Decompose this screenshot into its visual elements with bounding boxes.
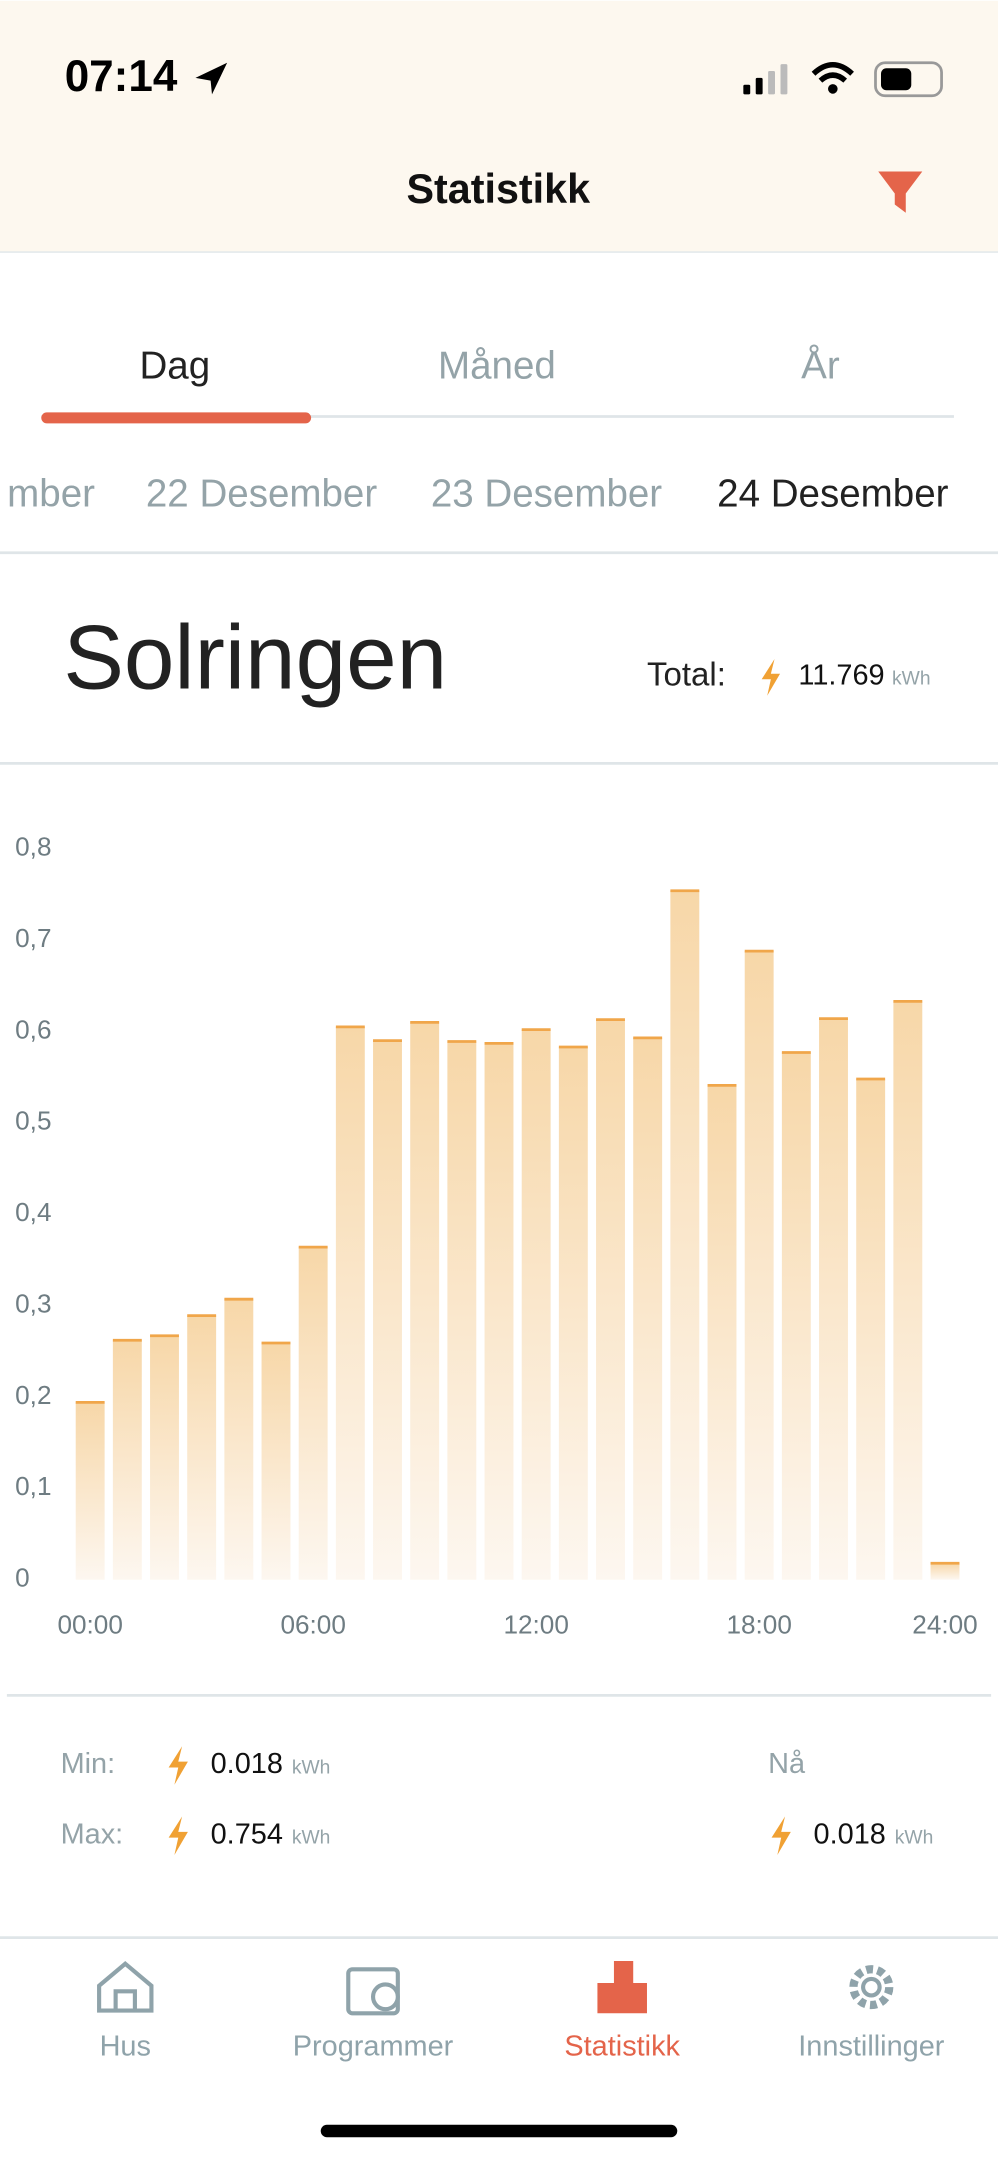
wifi-dot bbox=[827, 84, 838, 94]
bar bbox=[856, 1078, 886, 1580]
bar bbox=[373, 1040, 402, 1580]
nav-icon-core bbox=[861, 1976, 882, 1998]
bar bbox=[893, 1001, 923, 1580]
bar bbox=[335, 1026, 365, 1580]
total-unit: kWh bbox=[892, 669, 931, 690]
min-label: Min: bbox=[61, 1748, 116, 1780]
bolt-icon bbox=[771, 1816, 791, 1855]
nav-label[interactable]: Programmer bbox=[293, 2030, 454, 2062]
x-tick-label: 06:00 bbox=[280, 1609, 345, 1639]
bar bbox=[558, 1047, 588, 1580]
now-value: 0.018 bbox=[814, 1818, 886, 1850]
total-label: Total: bbox=[647, 655, 726, 692]
bar bbox=[150, 1335, 179, 1580]
nav-label[interactable]: Statistikk bbox=[564, 2030, 680, 2062]
header-bg bbox=[0, 0, 998, 252]
x-tick-label: 24:00 bbox=[912, 1609, 977, 1639]
now-label: Nå bbox=[768, 1748, 806, 1780]
battery bbox=[874, 61, 943, 98]
chart: 0 0,1 0,2 0,3 0,4 0,5 0,6 0,7 0,8 00:00 06:00 12:00… bbox=[15, 832, 978, 1640]
nav-icon[interactable] bbox=[597, 1960, 647, 2014]
x-tick-label: 18:00 bbox=[726, 1609, 791, 1639]
max-value: 0.754 bbox=[211, 1818, 283, 1850]
filter-button[interactable] bbox=[878, 171, 923, 213]
total-value: 11.769 bbox=[798, 659, 884, 691]
bar bbox=[484, 1043, 514, 1580]
max-label: Max: bbox=[61, 1818, 124, 1850]
bar bbox=[707, 1085, 737, 1580]
now-unit: kWh bbox=[895, 1828, 934, 1849]
bar bbox=[75, 1402, 105, 1580]
status-time: 07:14 bbox=[65, 52, 178, 101]
nav-label[interactable]: Hus bbox=[100, 2030, 151, 2062]
page-title: Solringen bbox=[63, 607, 447, 708]
signal-icon bbox=[743, 64, 788, 95]
x-tick-label: 12:00 bbox=[503, 1609, 568, 1639]
bar bbox=[596, 1019, 625, 1580]
bar bbox=[819, 1018, 848, 1580]
bar bbox=[447, 1041, 477, 1580]
max-unit: kWh bbox=[292, 1828, 331, 1849]
tab[interactable]: Dag bbox=[139, 345, 210, 388]
location-icon bbox=[195, 62, 228, 95]
bar bbox=[224, 1299, 254, 1580]
home-indicator bbox=[320, 2124, 678, 2138]
bar bbox=[410, 1022, 440, 1580]
battery-level bbox=[880, 68, 912, 91]
bar bbox=[670, 890, 700, 1580]
y-tick-label: 0,2 bbox=[15, 1380, 51, 1410]
bolt-icon bbox=[168, 1816, 188, 1855]
x-tick-label: 00:00 bbox=[57, 1609, 122, 1639]
tab[interactable]: Måned bbox=[438, 345, 556, 388]
y-tick-label: 0,3 bbox=[15, 1288, 51, 1318]
wifi-icon bbox=[811, 62, 854, 83]
y-tick-label: 0 bbox=[15, 1563, 30, 1593]
bar bbox=[633, 1037, 663, 1580]
date-tab[interactable]: 23 Desember bbox=[431, 473, 662, 516]
nav-icon[interactable] bbox=[849, 1965, 894, 2010]
bar bbox=[112, 1340, 142, 1580]
header-title: Statistikk bbox=[407, 166, 591, 212]
nav-icon[interactable] bbox=[97, 1961, 154, 2013]
bar bbox=[744, 951, 774, 1580]
y-tick-label: 0,6 bbox=[15, 1014, 51, 1044]
bar bbox=[781, 1052, 811, 1580]
bar bbox=[521, 1029, 551, 1580]
bar bbox=[187, 1315, 217, 1580]
bar bbox=[930, 1563, 960, 1580]
y-tick-label: 0,4 bbox=[15, 1197, 51, 1227]
y-tick-label: 0,5 bbox=[15, 1106, 51, 1136]
date-tab[interactable]: 24 Desember bbox=[717, 473, 948, 516]
y-tick-label: 0,7 bbox=[15, 923, 51, 953]
y-tick-label: 0,1 bbox=[15, 1471, 51, 1501]
bar bbox=[298, 1247, 328, 1580]
bolt-icon bbox=[761, 659, 781, 696]
tab-indicator bbox=[41, 412, 312, 424]
date-tab[interactable]: 22 Desember bbox=[146, 473, 377, 516]
date-tab[interactable]: mber bbox=[7, 473, 95, 516]
y-tick-label: 0,8 bbox=[15, 832, 51, 862]
min-unit: kWh bbox=[292, 1757, 331, 1778]
nav-icon-clock bbox=[370, 1982, 400, 2012]
nav-label[interactable]: Innstillinger bbox=[798, 2030, 945, 2062]
bar bbox=[261, 1343, 291, 1580]
bolt-icon bbox=[168, 1746, 188, 1785]
min-value: 0.018 bbox=[211, 1748, 283, 1780]
tab[interactable]: År bbox=[801, 344, 840, 388]
